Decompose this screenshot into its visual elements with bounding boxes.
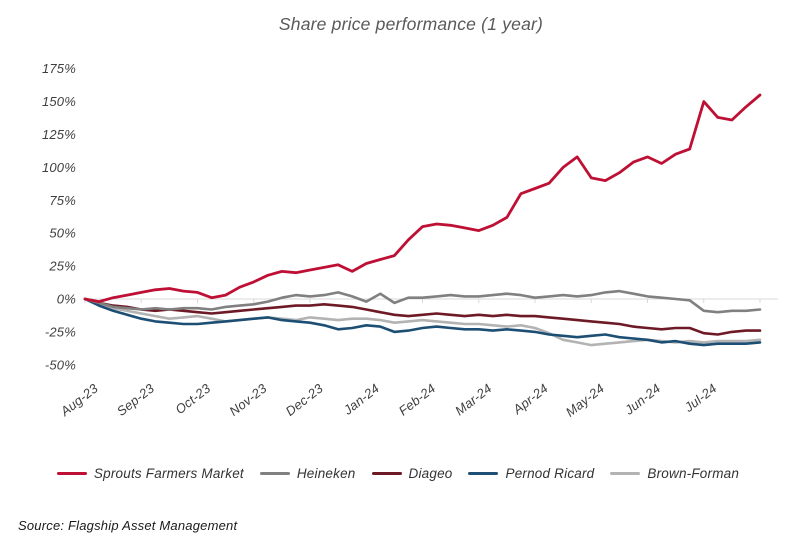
legend-item-heineken: Heineken: [259, 466, 356, 481]
legend-swatch-diageo: [371, 471, 402, 476]
x-axis-label: Apr-24: [509, 381, 551, 418]
x-axis-label: Jan-24: [340, 381, 382, 419]
x-axis-label: Sep-23: [114, 380, 158, 419]
y-axis-label: 175%: [42, 61, 76, 76]
legend-label-sprouts-farmers-market: Sprouts Farmers Market: [93, 466, 244, 481]
series-line-diageo: [83, 297, 762, 336]
legend-item-sprouts-farmers-market: Sprouts Farmers Market: [56, 466, 244, 481]
chart-plot-area: 175% 150% 125% 100% 75% 50% 25% 0% -25% -50% Aug-2…: [42, 61, 778, 420]
legend-swatch-brown-forman: [610, 471, 641, 476]
x-axis-label: Mar-24: [452, 381, 494, 419]
legend-swatch-pernod-ricard: [468, 471, 499, 476]
chart-legend: Sprouts Farmers Market Heineken Diageo Pern…: [0, 466, 796, 481]
x-axis-label: Dec-23: [283, 380, 327, 419]
x-axis-label: Jun-24: [621, 381, 663, 419]
y-axis-label: -50%: [45, 357, 76, 372]
x-axis-label: Aug-23: [57, 380, 101, 419]
legend-item-pernod-ricard: Pernod Ricard: [468, 466, 594, 481]
y-axis-label: 75%: [49, 193, 76, 208]
legend-label-pernod-ricard: Pernod Ricard: [505, 466, 595, 481]
x-axis-label: Nov-23: [226, 380, 270, 419]
y-axis-label: 25%: [48, 259, 76, 274]
legend-label-brown-forman: Brown-Forman: [647, 466, 740, 481]
legend-label-diageo: Diageo: [408, 466, 453, 481]
legend-item-diageo: Diageo: [371, 466, 453, 481]
y-axis-label: 0%: [57, 292, 76, 307]
y-axis-label: -25%: [45, 324, 76, 339]
x-axis-label: Feb-24: [396, 381, 439, 419]
legend-label-heineken: Heineken: [296, 466, 356, 481]
series-line-heineken: [83, 289, 762, 314]
x-axis-label: Oct-23: [172, 380, 213, 417]
series-line-sprouts-farmers-market: [83, 93, 762, 304]
source-caption: Source: Flagship Asset Management: [18, 518, 238, 533]
chart-title: Share price performance (1 year): [278, 14, 544, 34]
legend-swatch-sprouts-farmers-market: [56, 471, 87, 476]
y-axis-label: 150%: [42, 94, 76, 109]
y-axis-label: 50%: [49, 226, 76, 241]
x-axis-label: May-24: [563, 381, 607, 420]
legend-swatch-heineken: [259, 471, 290, 476]
x-axis-label: Jul-24: [681, 381, 720, 416]
y-axis-label: 125%: [42, 127, 76, 142]
legend-item-brown-forman: Brown-Forman: [610, 466, 739, 481]
series-line-brown-forman: [83, 297, 762, 347]
y-axis-label: 100%: [42, 160, 76, 175]
series-line-pernod-ricard: [83, 297, 762, 347]
